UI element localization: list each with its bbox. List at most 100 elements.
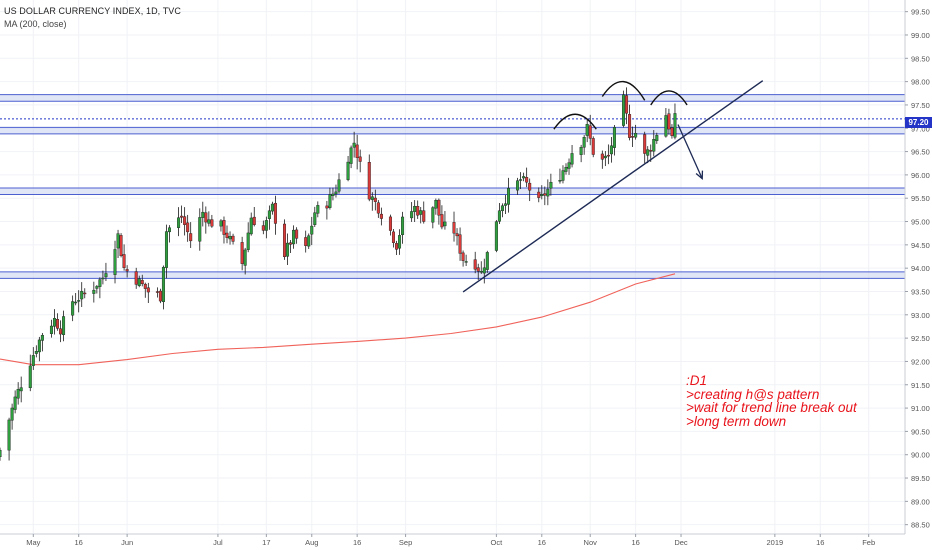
candle-up [506, 188, 510, 205]
candle-down [122, 254, 126, 268]
candle-up [40, 334, 44, 341]
candle-down [367, 162, 371, 200]
candle-down [588, 125, 592, 139]
candle-up [80, 290, 84, 300]
price-tick-label: 93.00 [911, 311, 930, 320]
candle-up [664, 115, 668, 137]
time-tick-label: 16 [538, 538, 546, 547]
candle-down [358, 156, 362, 162]
candle-down [189, 233, 193, 242]
time-tick-label: 17 [262, 538, 270, 547]
candle-down [625, 95, 629, 114]
time-tick-label: Oct [491, 538, 504, 547]
candle-up [503, 203, 507, 206]
zone-band [0, 94, 905, 102]
candle-up [49, 325, 53, 334]
time-tick-label: 16 [816, 538, 824, 547]
candle-down [452, 222, 456, 234]
candle-up [34, 351, 38, 354]
candle-down [395, 243, 399, 250]
annotation-note: :D1 >creating h@s pattern >wait for tren… [686, 374, 857, 428]
candle-up [673, 113, 677, 138]
candle-down [543, 193, 547, 196]
candle-up [603, 155, 607, 159]
candle-up [482, 267, 486, 274]
indicator-label[interactable]: MA (200, close) [4, 19, 67, 29]
candle-down [649, 150, 653, 152]
time-axis[interactable]: May 16 Jun Jul 17 Aug 16 Sep Oct 16 Nov 16 Dec 2019 16… [0, 533, 932, 550]
pattern-arc [553, 113, 597, 130]
price-tick-label: 90.00 [911, 451, 930, 460]
candle-up [398, 235, 402, 249]
candle-up [485, 252, 489, 270]
chart-title: US DOLLAR CURRENCY INDEX, 1D, TVC [4, 6, 182, 16]
candle-down [273, 202, 277, 224]
candle-up [497, 210, 501, 222]
candle-down [600, 153, 604, 160]
candle-down [146, 287, 150, 293]
candle-up [264, 220, 268, 231]
annotation-line: >wait for trend line break out [686, 400, 857, 415]
candle-up [28, 365, 32, 389]
candle-up [634, 133, 638, 138]
time-tick-label: May [26, 538, 40, 547]
candle-up [609, 145, 613, 155]
price-tick-label: 92.50 [911, 334, 930, 343]
candle-up [331, 193, 335, 197]
price-tick-label: 93.50 [911, 287, 930, 296]
candle-up [410, 211, 414, 219]
candle-up [113, 249, 117, 275]
price-axis[interactable]: 99.50 99.00 98.50 98.00 97.50 97.00 96.50 96.00… [904, 0, 932, 550]
candle-up [519, 179, 523, 181]
last-price-tag: 97.20 [905, 117, 932, 128]
candle-up [570, 153, 574, 165]
candle-down [376, 202, 380, 214]
candle-up [310, 225, 314, 235]
candle-up [167, 227, 171, 233]
candle-down [125, 269, 129, 272]
candle-up [549, 181, 553, 189]
candle-down [355, 144, 359, 158]
candle-down [325, 205, 329, 209]
price-tick-label: 89.50 [911, 474, 930, 483]
candle-up [419, 210, 423, 215]
candle-up [228, 236, 232, 240]
candle-up [19, 387, 23, 392]
candle-up [243, 249, 247, 266]
candle-up [564, 166, 568, 172]
candle-down [261, 225, 265, 231]
candle-up [37, 339, 41, 353]
price-tick-label: 97.00 [911, 124, 930, 133]
candle-up [286, 242, 290, 257]
down-arrow-head [695, 170, 704, 180]
candle-down [283, 223, 287, 257]
candle-down [667, 113, 671, 130]
time-tick-label: 16 [353, 538, 361, 547]
candle-up [413, 205, 417, 212]
price-tick-label: 96.50 [911, 148, 930, 157]
candle-up [558, 180, 562, 182]
time-tick-label: 16 [75, 538, 83, 547]
candle-up [431, 207, 435, 223]
candle-down [186, 222, 190, 233]
ma-200-polyline [0, 273, 676, 366]
candle-up [207, 219, 211, 224]
ma-200-line [0, 273, 676, 366]
candle-up [10, 407, 14, 421]
candle-up [434, 200, 438, 209]
candle-down [119, 235, 123, 256]
candle-down [525, 176, 529, 183]
candle-down [379, 213, 383, 219]
candle-up [177, 217, 181, 228]
price-tick-label: 95.00 [911, 218, 930, 227]
candle-up [401, 216, 405, 235]
price-tick-label: 96.00 [911, 171, 930, 180]
candle-up [219, 220, 223, 227]
candle-up [370, 196, 374, 200]
candle-up [307, 235, 311, 247]
candle-up [101, 277, 105, 280]
candle-down [134, 271, 138, 285]
candle-up [464, 261, 468, 263]
candle-down [422, 210, 426, 222]
